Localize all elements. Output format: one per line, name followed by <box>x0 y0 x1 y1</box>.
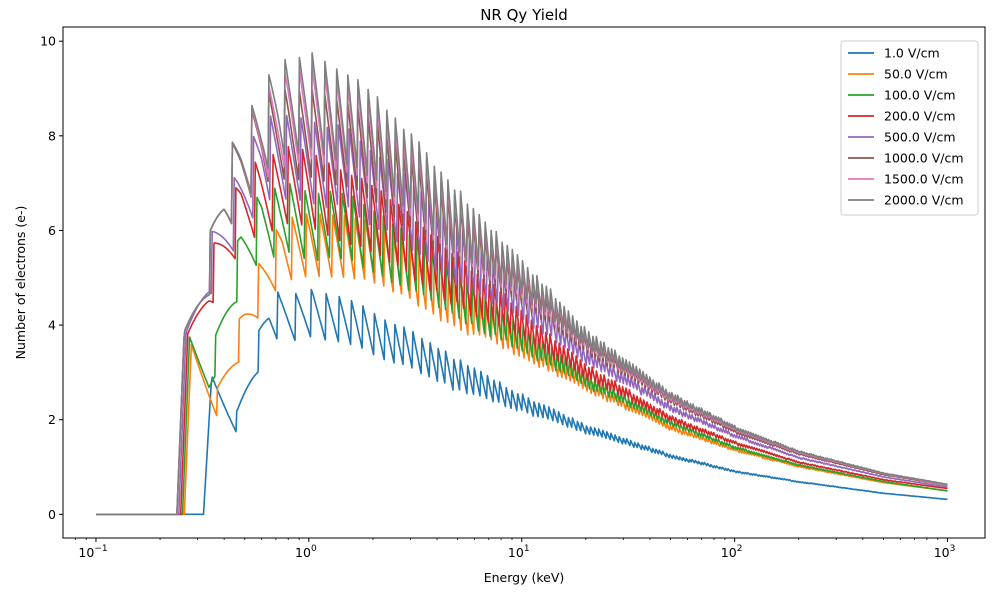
y-tick-label: 10 <box>40 34 56 49</box>
x-tick-label: 101 <box>508 544 530 560</box>
series-line-200-0-v-cm <box>96 145 948 516</box>
x-axis-label: Energy (keV) <box>484 570 565 585</box>
series-line-100-0-v-cm <box>96 182 948 516</box>
y-tick-label: 6 <box>48 223 56 238</box>
x-tick-label: 103 <box>934 544 956 560</box>
plot-area <box>62 26 986 539</box>
legend-label: 2000.0 V/cm <box>884 193 964 208</box>
x-tick-label: 102 <box>721 544 743 560</box>
legend-label: 100.0 V/cm <box>884 88 956 103</box>
x-tick-label: 100 <box>295 544 317 560</box>
x-tick-label: 10−1 <box>78 544 107 560</box>
legend: 1.0 V/cm 50.0 V/cm 100.0 V/cm 200.0 V/cm 500… <box>840 40 979 216</box>
legend-label: 200.0 V/cm <box>884 109 956 124</box>
legend-label: 1.0 V/cm <box>884 46 940 61</box>
plot-frame <box>62 26 986 539</box>
series-line-2000-0-v-cm <box>96 52 948 516</box>
legend-label: 50.0 V/cm <box>884 67 948 82</box>
legend-box <box>840 40 979 216</box>
chart-title: NR Qy Yield <box>480 6 568 24</box>
legend-label: 500.0 V/cm <box>884 130 956 145</box>
series-group <box>96 52 948 516</box>
y-tick-label: 4 <box>48 318 56 333</box>
legend-label: 1500.0 V/cm <box>884 172 964 187</box>
y-tick-label: 8 <box>48 128 56 143</box>
x-axis: 10−1 100 101 102 103 <box>74 538 956 560</box>
y-tick-label: 0 <box>48 507 56 522</box>
y-axis: 0 2 4 6 8 10 <box>40 34 63 522</box>
series-line-1-0-v-cm <box>96 288 948 516</box>
legend-label: 1000.0 V/cm <box>884 151 964 166</box>
y-axis-label: Number of electrons (e-) <box>13 206 28 360</box>
series-line-1000-0-v-cm <box>96 88 948 516</box>
y-tick-label: 2 <box>48 412 56 427</box>
